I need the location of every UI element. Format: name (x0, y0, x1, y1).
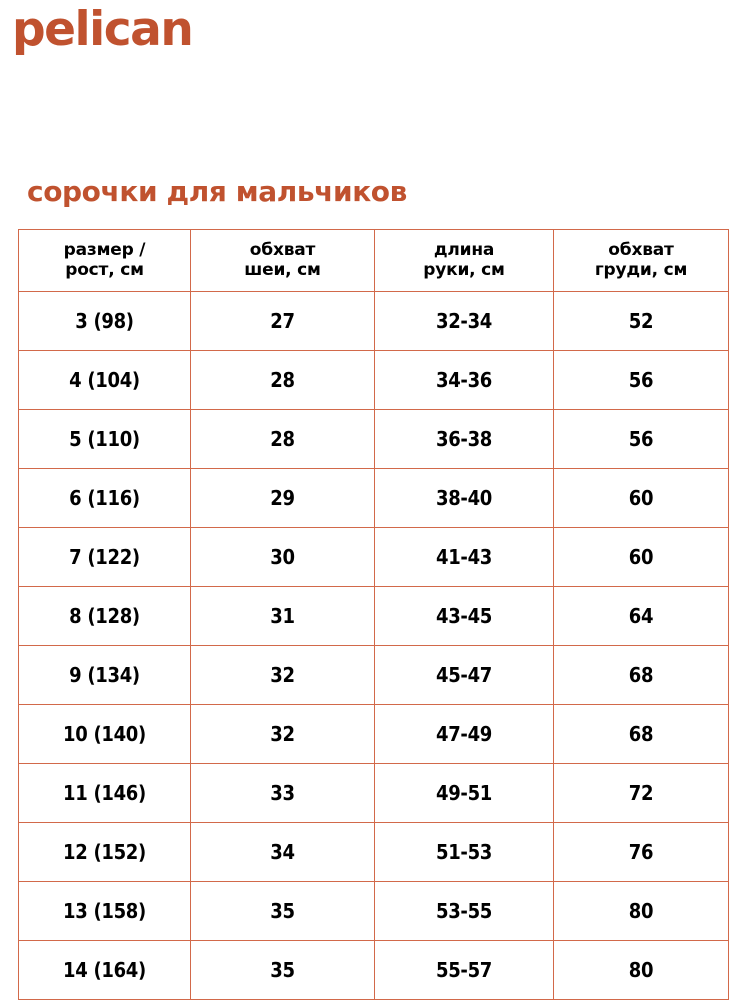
cell-chest: 60 (553, 468, 729, 528)
table-row: 10 (140) 32 47-49 68 (18, 704, 729, 764)
cell-size: 11 (146) (18, 763, 191, 823)
column-header-sleeve-line1: длина (433, 239, 495, 260)
cell-size: 4 (104) (18, 350, 191, 410)
cell-neck: 29 (190, 468, 375, 528)
cell-sleeve: 49-51 (374, 763, 554, 823)
table-row: 8 (128) 31 43-45 64 (18, 586, 729, 646)
table-header: размер / рост, см обхват шеи, см длина р… (18, 229, 729, 292)
table-row: 13 (158) 35 53-55 80 (18, 881, 729, 941)
cell-sleeve: 45-47 (374, 645, 554, 705)
cell-sleeve: 34-36 (374, 350, 554, 410)
cell-chest: 80 (553, 881, 729, 941)
column-header-neck: обхват шеи, см (190, 229, 375, 292)
cell-chest: 72 (553, 763, 729, 823)
cell-size: 10 (140) (18, 704, 191, 764)
cell-chest: 76 (553, 822, 729, 882)
table-row: 9 (134) 32 45-47 68 (18, 645, 729, 705)
cell-sleeve: 38-40 (374, 468, 554, 528)
column-header-chest-line2: груди, см (594, 259, 688, 280)
cell-chest: 56 (553, 350, 729, 410)
brand-logo: pelican (12, 2, 194, 57)
table-row: 5 (110) 28 36-38 56 (18, 409, 729, 469)
cell-neck: 32 (190, 704, 375, 764)
cell-chest: 64 (553, 586, 729, 646)
table-row: 3 (98) 27 32-34 52 (18, 291, 729, 351)
cell-size: 12 (152) (18, 822, 191, 882)
table-row: 12 (152) 34 51-53 76 (18, 822, 729, 882)
column-header-chest-line1: обхват (608, 239, 674, 260)
table-header-row: размер / рост, см обхват шеи, см длина р… (18, 229, 729, 292)
table-row: 14 (164) 35 55-57 80 (18, 940, 729, 1000)
table-body: 3 (98) 27 32-34 52 4 (104) 28 34-36 56 5… (18, 291, 729, 1000)
size-chart-container: размер / рост, см обхват шеи, см длина р… (18, 229, 729, 1000)
cell-size: 9 (134) (18, 645, 191, 705)
column-header-neck-line1: обхват (249, 239, 316, 260)
cell-neck: 32 (190, 645, 375, 705)
cell-size: 13 (158) (18, 881, 191, 941)
cell-chest: 68 (553, 645, 729, 705)
cell-neck: 28 (190, 350, 375, 410)
cell-sleeve: 43-45 (374, 586, 554, 646)
cell-size: 5 (110) (18, 409, 191, 469)
column-header-neck-line2: шеи, см (244, 259, 321, 280)
cell-neck: 34 (190, 822, 375, 882)
cell-chest: 52 (553, 291, 729, 351)
cell-size: 6 (116) (18, 468, 191, 528)
cell-sleeve: 51-53 (374, 822, 554, 882)
table-row: 7 (122) 30 41-43 60 (18, 527, 729, 587)
cell-chest: 80 (553, 940, 729, 1000)
cell-size: 7 (122) (18, 527, 191, 587)
table-row: 6 (116) 29 38-40 60 (18, 468, 729, 528)
cell-size: 3 (98) (18, 291, 191, 351)
column-header-sleeve: длина руки, см (374, 229, 554, 292)
cell-sleeve: 53-55 (374, 881, 554, 941)
cell-neck: 31 (190, 586, 375, 646)
cell-neck: 35 (190, 940, 375, 1000)
table-row: 4 (104) 28 34-36 56 (18, 350, 729, 410)
cell-chest: 56 (553, 409, 729, 469)
cell-size: 14 (164) (18, 940, 191, 1000)
cell-neck: 35 (190, 881, 375, 941)
column-header-size: размер / рост, см (18, 229, 191, 292)
column-header-size-line1: размер / (63, 239, 146, 260)
cell-chest: 60 (553, 527, 729, 587)
page-title: сорочки для мальчиков (27, 174, 407, 208)
cell-chest: 68 (553, 704, 729, 764)
column-header-size-line2: рост, см (65, 259, 144, 280)
cell-sleeve: 32-34 (374, 291, 554, 351)
cell-sleeve: 36-38 (374, 409, 554, 469)
size-chart-table: размер / рост, см обхват шеи, см длина р… (18, 229, 729, 1000)
cell-neck: 30 (190, 527, 375, 587)
column-header-chest: обхват груди, см (553, 229, 729, 292)
table-row: 11 (146) 33 49-51 72 (18, 763, 729, 823)
cell-sleeve: 41-43 (374, 527, 554, 587)
column-header-sleeve-line2: руки, см (423, 259, 505, 280)
cell-size: 8 (128) (18, 586, 191, 646)
cell-sleeve: 55-57 (374, 940, 554, 1000)
cell-sleeve: 47-49 (374, 704, 554, 764)
cell-neck: 28 (190, 409, 375, 469)
cell-neck: 27 (190, 291, 375, 351)
cell-neck: 33 (190, 763, 375, 823)
